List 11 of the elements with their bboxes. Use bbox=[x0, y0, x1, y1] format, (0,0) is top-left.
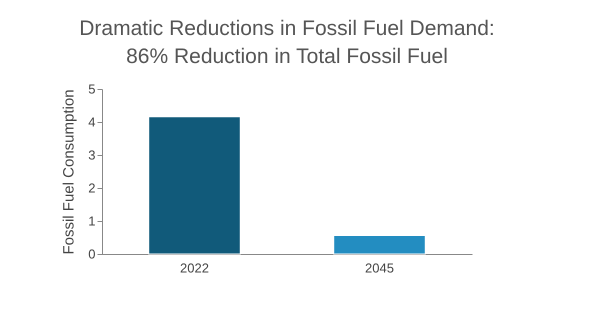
y-tick-label: 4 bbox=[88, 114, 96, 130]
text: Dramatic Reductions in Fossil Fuel Demand: bbox=[79, 17, 495, 40]
x-tick-label: 2045 bbox=[365, 260, 394, 276]
y-tick-label: 3 bbox=[88, 148, 96, 162]
text: 86% Reduction in Total Fossil Fuel bbox=[126, 45, 448, 68]
y-axis-title: Fossil Fuel Consumption bbox=[60, 89, 78, 255]
y-tick-label: 5 bbox=[88, 82, 96, 96]
x-tick-label: 2022 bbox=[180, 260, 209, 276]
y-tick-label: 0 bbox=[88, 246, 96, 262]
y-tick-label: 1 bbox=[88, 214, 96, 228]
y-tick-label: 2 bbox=[88, 180, 96, 196]
